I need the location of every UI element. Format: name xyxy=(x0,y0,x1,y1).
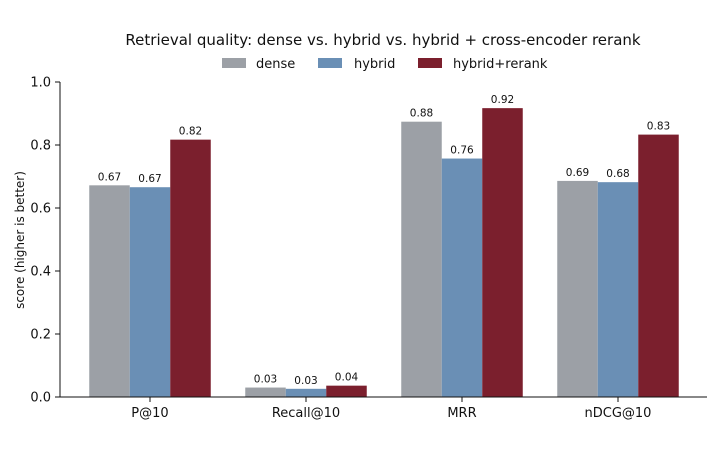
data-label-hybrid-rerank-p-10: 0.82 xyxy=(179,126,202,138)
data-label-dense-mrr: 0.88 xyxy=(410,108,433,120)
y-tick-label-0-4: 0.4 xyxy=(30,265,51,280)
bar-dense-p-10 xyxy=(89,185,130,397)
data-label-hybrid-rerank-mrr: 0.92 xyxy=(491,94,514,106)
y-tick-label-0-2: 0.2 xyxy=(30,328,51,343)
y-axis-label: score (higher is better) xyxy=(13,171,27,309)
legend-swatch-dense xyxy=(222,58,246,68)
legend-label-hybrid: hybrid xyxy=(354,57,395,72)
legend-label-hybrid-rerank: hybrid+rerank xyxy=(453,57,548,72)
bar-hybrid-ndcg-10 xyxy=(597,182,639,397)
legend-swatch-hybrid xyxy=(318,58,342,68)
bar-hybrid-recall-10 xyxy=(285,388,327,397)
bar-dense-mrr xyxy=(401,121,442,397)
data-label-hybrid-mrr: 0.76 xyxy=(450,145,474,157)
data-label-hybrid-rerank-ndcg-10: 0.83 xyxy=(647,121,670,133)
bar-hybrid-rerank-mrr xyxy=(482,108,523,398)
x-tick-label-mrr: MRR xyxy=(447,406,476,421)
y-tick-label-0-6: 0.6 xyxy=(30,202,51,217)
bar-hybrid-rerank-ndcg-10 xyxy=(638,134,679,398)
data-label-hybrid-p-10: 0.67 xyxy=(138,173,161,185)
bar-hybrid-rerank-recall-10 xyxy=(326,385,367,397)
bar-hybrid-mrr xyxy=(441,158,483,397)
legend-swatch-hybrid-rerank xyxy=(418,58,442,68)
bar-dense-ndcg-10 xyxy=(557,180,598,397)
bar-hybrid-rerank-p-10 xyxy=(170,139,211,397)
data-label-hybrid-ndcg-10: 0.68 xyxy=(606,168,629,180)
legend: dense hybrid hybrid+rerank xyxy=(222,57,548,72)
bar-dense-recall-10 xyxy=(245,387,286,397)
x-tick-label-ndcg-10: nDCG@10 xyxy=(585,406,652,421)
y-tick-label-1-0: 1.0 xyxy=(30,76,51,91)
x-tick-label-recall-10: Recall@10 xyxy=(272,406,340,421)
bar-hybrid-p-10 xyxy=(129,187,171,397)
data-label-dense-recall-10: 0.03 xyxy=(254,374,277,386)
data-label-dense-p-10: 0.67 xyxy=(98,171,121,183)
data-label-hybrid-rerank-recall-10: 0.04 xyxy=(335,372,359,384)
data-label-hybrid-recall-10: 0.03 xyxy=(294,375,317,387)
plot-area: 0.67 0.67 0.82 P@10 0.03 0.03 0.04 Recall@10 0.8… xyxy=(30,76,707,421)
y-tick-label-0-8: 0.8 xyxy=(30,139,51,154)
y-tick-label-0-0: 0.0 xyxy=(30,391,51,406)
legend-label-dense: dense xyxy=(256,57,295,72)
x-tick-label-p-10: P@10 xyxy=(131,406,168,421)
data-label-dense-ndcg-10: 0.69 xyxy=(566,167,589,179)
chart-title: Retrieval quality: dense vs. hybrid vs. … xyxy=(125,31,640,49)
